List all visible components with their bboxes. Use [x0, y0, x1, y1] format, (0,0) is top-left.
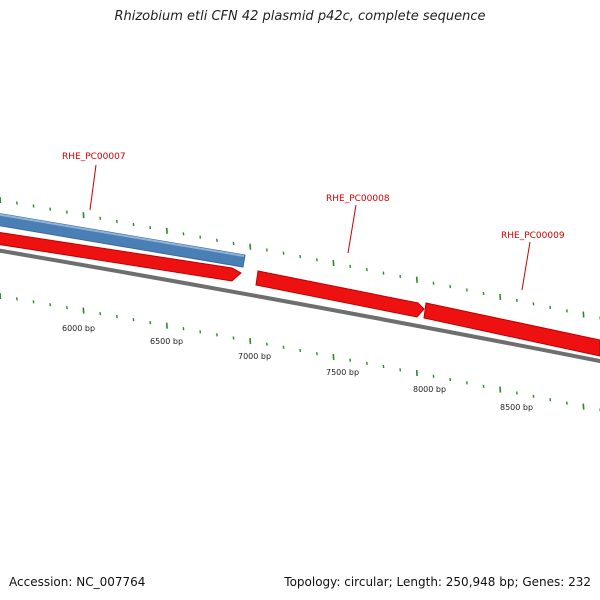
gene-rhe-pc00008[interactable]: [255, 270, 425, 318]
bp-scale-label: 7000 bp: [238, 352, 271, 361]
map-title: Rhizobium etli CFN 42 plasmid p42c, comp…: [114, 9, 486, 24]
backbone-circle: [0, 248, 600, 364]
gene-rhe-pc00009[interactable]: [423, 302, 600, 357]
bp-scale-label: 6000 bp: [62, 324, 95, 333]
bp-scale-label: 7500 bp: [326, 368, 359, 377]
gene-arrow-reverse[interactable]: [0, 212, 246, 268]
gene-rhe-pc00007[interactable]: [0, 212, 246, 268]
gene-arrow-forward[interactable]: [0, 231, 242, 282]
bp-scale-label: 8000 bp: [413, 385, 446, 394]
inner-tick-track: [0, 292, 600, 412]
outer-tick-track: [0, 196, 600, 320]
gene-arrow-highlight: [0, 213, 245, 257]
accession-text: Accession: NC_007764: [9, 575, 146, 589]
bp-scale-label: 8500 bp: [500, 403, 533, 412]
gene-label-leader: [521, 241, 531, 291]
gene-label-leader: [89, 164, 97, 211]
gene-label[interactable]: RHE_PC00008: [326, 194, 390, 204]
genome-stats-text: Topology: circular; Length: 250,948 bp; …: [284, 575, 591, 589]
gene-arrow-forward[interactable]: [423, 302, 600, 357]
gene-label[interactable]: RHE_PC00007: [62, 152, 126, 162]
gene-label[interactable]: RHE_PC00009: [501, 231, 565, 241]
gene-label-leader: [347, 204, 357, 254]
gene-arrow-forward[interactable]: [255, 270, 425, 318]
gene-rhe-pc00007-forward[interactable]: [0, 231, 242, 282]
bp-scale-label: 6500 bp: [150, 337, 183, 346]
